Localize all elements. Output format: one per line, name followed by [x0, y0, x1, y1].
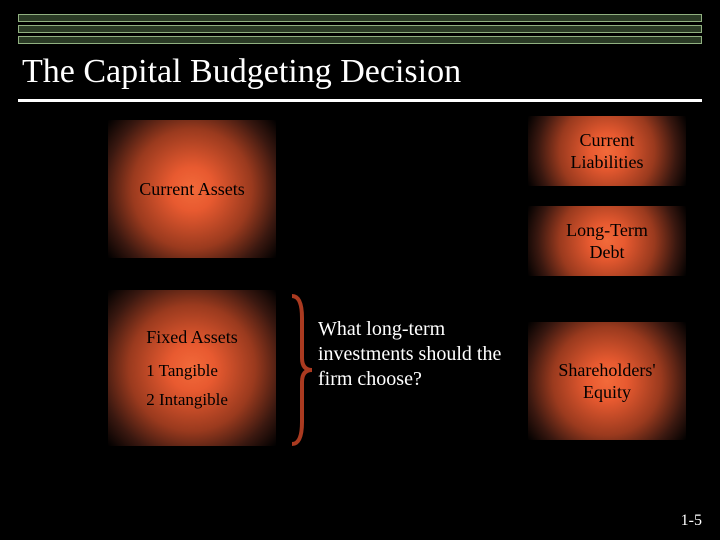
box-fixed-assets: Fixed Assets 1 Tangible 2 Intangible	[108, 290, 276, 446]
fixed-assets-heading: Fixed Assets	[146, 326, 238, 349]
question-text: What long-term investments should the fi…	[318, 317, 508, 392]
box-long-term-debt: Long-Term Debt	[528, 206, 686, 276]
box-label-line1: Current	[580, 129, 635, 152]
decorative-bar	[18, 36, 702, 44]
box-label-line1: Long-Term	[566, 219, 648, 242]
box-label-line2: Equity	[583, 381, 631, 404]
fixed-assets-sub2: 2 Intangible	[146, 389, 238, 410]
decorative-bars	[0, 0, 720, 44]
box-current-liabilities: Current Liabilities	[528, 116, 686, 186]
box-label-line2: Liabilities	[571, 151, 644, 174]
title-area: The Capital Budgeting Decision	[0, 47, 720, 97]
bracket-icon	[290, 294, 314, 446]
page-number: 1-5	[681, 512, 702, 530]
fixed-assets-inner: Fixed Assets 1 Tangible 2 Intangible	[146, 326, 238, 411]
content-area: Current Assets Fixed Assets 1 Tangible 2…	[0, 102, 720, 502]
box-shareholders-equity: Shareholders' Equity	[528, 322, 686, 440]
box-current-assets: Current Assets	[108, 120, 276, 258]
fixed-assets-sub1: 1 Tangible	[146, 360, 238, 381]
box-label-line1: Shareholders'	[558, 359, 655, 382]
box-label: Current Assets	[139, 178, 245, 201]
decorative-bar	[18, 25, 702, 33]
decorative-bar	[18, 14, 702, 22]
slide-title: The Capital Budgeting Decision	[22, 53, 698, 91]
box-label-line2: Debt	[590, 241, 625, 264]
